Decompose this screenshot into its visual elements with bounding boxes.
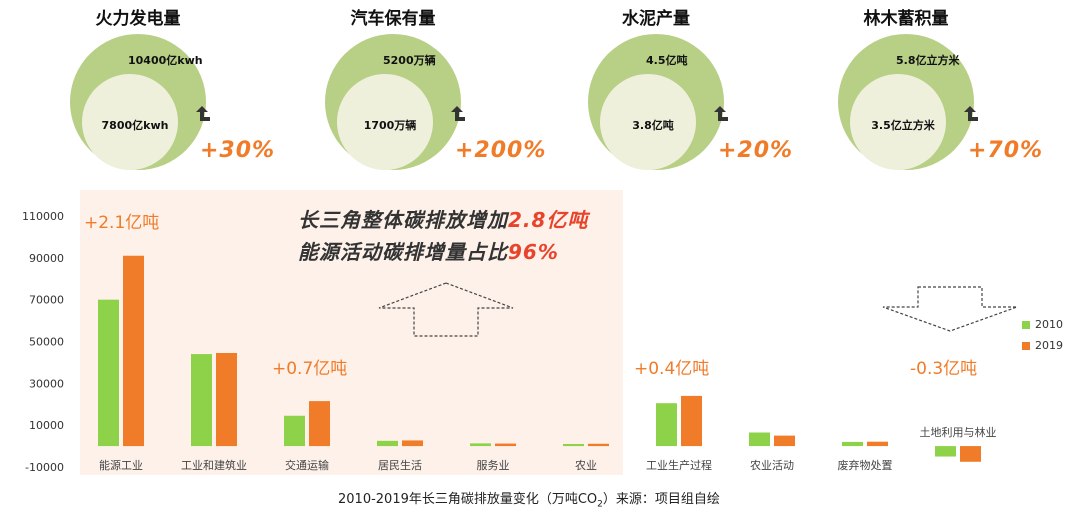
y-tick-label: 50000 (29, 336, 64, 349)
headline-line-2-text: 能源活动碳排增量占比 (298, 240, 508, 264)
headline-line-1-value: 2.8亿吨 (508, 208, 589, 232)
bar-2010-4 (470, 443, 491, 447)
highlight-region (80, 190, 623, 475)
headline-line-1: 长三角整体碳排放增加2.8亿吨 (298, 204, 588, 233)
category-label: 农业活动 (750, 458, 794, 472)
headline-line-2: 能源活动碳排增量占比96% (298, 236, 559, 265)
caption-subscript: 2 (597, 499, 603, 510)
caption-tail: ）来源：项目组自绘 (602, 492, 720, 507)
category-label: 服务业 (477, 459, 510, 472)
up-arrow-icon (378, 282, 514, 337)
stat-circle-inner-value: 3.5亿立方米 (871, 119, 935, 132)
delta-land-use: -0.3亿吨 (910, 359, 978, 379)
delta-energy-industry: +2.1亿吨 (84, 213, 160, 233)
stat-circle-title: 汽车保有量 (350, 9, 436, 29)
stat-ring (588, 34, 724, 170)
stat-circle-outer-value: 4.5亿吨 (646, 54, 688, 67)
stat-circle-change: +30% (200, 138, 276, 163)
turn-arrow-icon (196, 106, 210, 121)
stat-circle-inner-value: 3.8亿吨 (632, 119, 674, 132)
bar-2019-0 (123, 255, 144, 447)
turn-arrow-icon (964, 106, 978, 121)
bar-2010-7 (749, 432, 770, 447)
stat-ring (70, 34, 206, 170)
stat-ring (325, 34, 461, 170)
bar-2019-2 (309, 401, 330, 447)
category-label: 能源工业 (99, 458, 143, 472)
bar-2010-1 (191, 354, 212, 447)
bar-2019-3 (402, 440, 423, 447)
bar-2010-3 (377, 440, 398, 447)
y-tick-label: 70000 (29, 294, 64, 307)
category-label: 工业生产过程 (646, 458, 712, 472)
down-arrow-icon (882, 286, 1018, 332)
stat-circle-title: 火力发电量 (95, 9, 181, 29)
stat-circle-inner-value: 1700万辆 (363, 119, 417, 132)
category-label: 工业和建筑业 (181, 458, 247, 472)
stat-circle-title: 林木蓄积量 (863, 9, 949, 29)
bar-2019-7 (774, 435, 795, 447)
bar-2019-1 (216, 353, 237, 447)
turn-arrow-icon (451, 106, 465, 121)
bar-2010-6 (656, 403, 677, 447)
bar-2010-8 (842, 441, 863, 447)
bar-2010-2 (284, 415, 305, 447)
bar-2019-8 (867, 441, 888, 447)
y-tick-label: 110000 (22, 210, 64, 223)
stat-circle-change: +200% (455, 138, 547, 163)
y-tick-label: -10000 (25, 461, 64, 474)
bar-2019-9 (960, 446, 981, 462)
stat-circle-change: +20% (718, 138, 794, 163)
bar-2010-0 (98, 299, 119, 447)
turn-arrow-icon (714, 106, 728, 121)
y-tick-label: 10000 (29, 419, 64, 432)
stat-circle-outer-value: 5200万辆 (383, 54, 436, 67)
bar-2019-4 (495, 443, 516, 447)
stat-circle-outer-value: 5.8亿立方米 (896, 54, 960, 67)
legend-2010: 2010 (1022, 318, 1063, 331)
category-label: 废弃物处置 (838, 458, 893, 472)
category-label: 农业 (575, 458, 597, 472)
bar-2019-5 (588, 443, 609, 447)
bar-2019-6 (681, 395, 702, 447)
stat-circle-inner-value: 7800亿kwh (101, 119, 169, 132)
legend-2010-swatch (1022, 320, 1030, 329)
stat-circle-outer-value: 10400亿kwh (128, 54, 203, 67)
headline-line-2-value: 96% (508, 240, 559, 264)
legend-2010-label: 2010 (1035, 318, 1063, 331)
delta-transport: +0.7亿吨 (272, 359, 348, 379)
category-label: 居民生活 (378, 458, 422, 472)
stat-circle-change: +70% (968, 138, 1044, 163)
delta-industrial-process: +0.4亿吨 (634, 359, 710, 379)
bar-2010-9 (935, 446, 956, 457)
category-label: 土地利用与林业 (920, 425, 997, 439)
legend-2019: 2019 (1022, 339, 1063, 352)
y-tick-label: 30000 (29, 377, 64, 390)
legend-2019-label: 2019 (1035, 339, 1063, 352)
bar-2010-5 (563, 443, 584, 447)
headline-line-1-text: 长三角整体碳排放增加 (298, 208, 508, 232)
y-tick-label: 90000 (29, 252, 64, 265)
category-label: 交通运输 (285, 458, 329, 472)
stat-ring (838, 34, 974, 170)
chart-caption: 2010-2019年长三角碳排放量变化（万吨CO2）来源：项目组自绘 (338, 488, 720, 510)
stat-circle-title: 水泥产量 (622, 9, 690, 29)
caption-main: 2010-2019年长三角碳排放量变化（万吨CO (338, 492, 598, 507)
legend-2019-swatch (1022, 341, 1030, 350)
